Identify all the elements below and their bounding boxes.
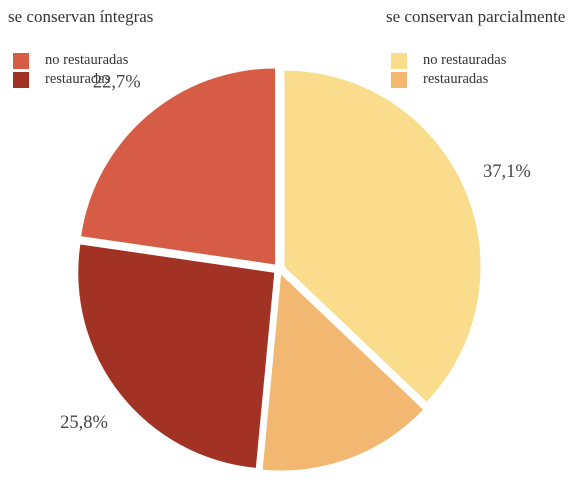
legend-item-no-restauradas-intact: no restauradas (13, 51, 128, 70)
legend-item-no-restauradas-partial: no restauradas (391, 51, 506, 70)
legend-label: restauradas (423, 71, 489, 87)
legend-label: no restauradas (423, 52, 507, 68)
slice-value-label: 25,8% (60, 413, 108, 433)
legend-label: restauradas (45, 71, 111, 87)
legend-swatch (391, 52, 407, 69)
legend-item-restauradas-intact: restauradas (13, 70, 128, 89)
slice-value-label: 22,7% (93, 72, 141, 92)
pie-slice-no-restauradas-3 (78, 244, 275, 468)
pie-slice-restauradas-2 (262, 274, 424, 471)
legend-partial: no restauradas restauradas (391, 51, 506, 89)
group-title-partial: se conservan parcialmente (386, 7, 566, 26)
slice-value-label: 37,1% (483, 162, 531, 182)
legend-intact: no restauradas restauradas (13, 51, 128, 89)
legend-item-restauradas-partial: restauradas (391, 70, 506, 89)
legend-swatch (13, 71, 29, 88)
legend-label: no restauradas (45, 52, 129, 68)
pie-slice-restauradas-4 (81, 68, 276, 265)
pie-slice-no-restauradas-1 (284, 70, 481, 402)
group-title-intact: se conservan íntegras (8, 7, 154, 26)
legend-swatch (13, 52, 29, 69)
legend-swatch (391, 71, 407, 88)
